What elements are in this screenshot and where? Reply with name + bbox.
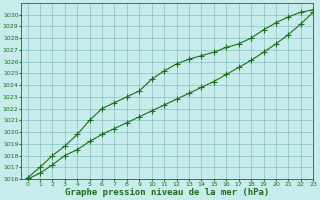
X-axis label: Graphe pression niveau de la mer (hPa): Graphe pression niveau de la mer (hPa) [65, 188, 269, 197]
